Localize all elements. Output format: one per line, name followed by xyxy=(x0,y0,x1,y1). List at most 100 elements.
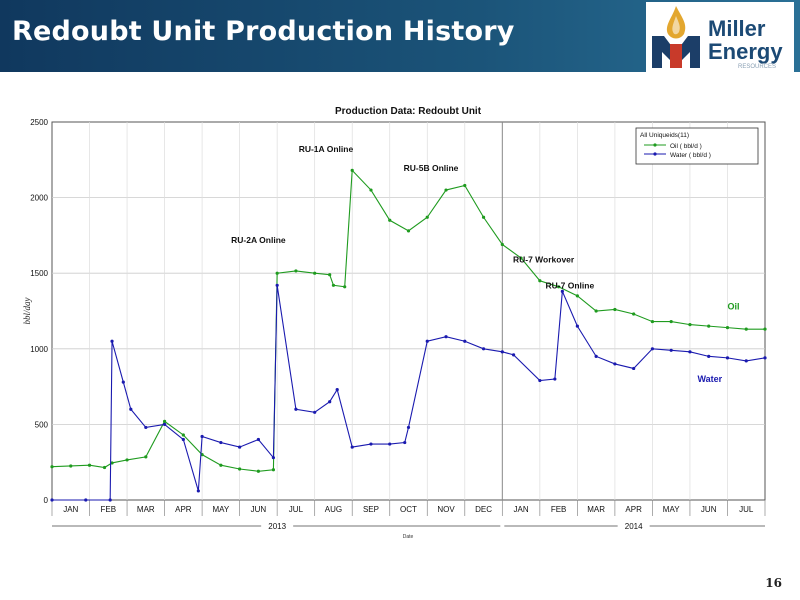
data-point-oil xyxy=(725,326,730,330)
data-point-oil xyxy=(238,467,242,471)
data-point-water xyxy=(425,339,429,343)
data-point-water xyxy=(388,442,392,446)
legend-entry: Water ( bbl/d ) xyxy=(670,152,711,159)
data-point-water xyxy=(219,440,223,445)
data-point-water xyxy=(553,377,557,381)
data-point-water xyxy=(129,407,133,411)
data-point-water xyxy=(181,437,185,442)
data-point-oil xyxy=(256,469,260,473)
data-point-water xyxy=(144,425,148,430)
data-point-water xyxy=(275,283,279,287)
data-point-water xyxy=(725,356,730,360)
legend-swatch-marker xyxy=(653,143,657,147)
title-bar: Redoubt Unit Production History Miller E… xyxy=(0,0,800,72)
data-point-water xyxy=(444,335,448,339)
data-point-oil xyxy=(87,463,92,467)
data-point-water xyxy=(84,498,88,502)
data-point-water xyxy=(271,456,276,460)
y-tick-label: 2000 xyxy=(30,194,48,203)
data-point-oil xyxy=(519,256,523,260)
data-point-water xyxy=(744,359,748,363)
data-point-oil xyxy=(350,168,354,172)
annotation: RU-7 Online xyxy=(546,280,595,290)
data-point-oil xyxy=(388,218,392,222)
logo-word-energy: Energy xyxy=(708,39,783,64)
y-tick-label: 1000 xyxy=(30,345,48,354)
data-point-oil xyxy=(763,327,767,331)
data-point-water xyxy=(162,422,167,426)
data-point-oil xyxy=(125,458,129,462)
data-point-oil xyxy=(707,324,711,328)
data-point-water xyxy=(256,437,260,442)
y-tick-label: 1500 xyxy=(30,269,48,278)
data-point-water xyxy=(294,407,298,411)
data-point-oil xyxy=(744,327,748,331)
plot-frame xyxy=(51,121,766,501)
data-point-oil xyxy=(343,285,347,289)
x-axis-label: Date xyxy=(403,534,414,540)
data-point-water xyxy=(613,362,617,366)
data-point-water xyxy=(108,498,112,502)
data-point-water xyxy=(406,425,411,430)
x-tick-label: OCT xyxy=(400,505,417,514)
data-point-water xyxy=(575,324,579,328)
data-point-oil xyxy=(688,323,692,327)
data-point-water xyxy=(707,354,711,358)
data-point-water xyxy=(328,400,332,404)
data-point-oil xyxy=(613,307,617,312)
data-point-water xyxy=(688,350,692,354)
data-point-water xyxy=(669,348,673,352)
data-point-oil xyxy=(463,183,467,188)
logo-mark-icon xyxy=(652,6,700,68)
logo-tagline: RESOURCES xyxy=(738,64,777,70)
x-tick-label: NOV xyxy=(437,505,455,514)
x-tick-label: APR xyxy=(175,505,192,514)
data-point-water xyxy=(50,498,54,502)
data-point-oil xyxy=(444,188,448,192)
data-point-oil xyxy=(275,271,279,275)
data-point-oil xyxy=(650,319,655,324)
company-logo: Miller Energy RESOURCES xyxy=(646,2,794,72)
year-label-bg xyxy=(261,521,294,531)
x-tick-label: JAN xyxy=(63,505,78,514)
data-point-oil xyxy=(406,229,411,233)
data-point-water xyxy=(335,388,339,392)
data-point-oil xyxy=(425,215,429,219)
data-point-oil xyxy=(632,312,636,316)
annotation: RU-5B Online xyxy=(404,163,459,173)
data-point-water xyxy=(200,434,204,439)
x-tick-label: JUL xyxy=(289,505,304,514)
data-point-water xyxy=(650,347,655,351)
y-tick-label: 500 xyxy=(35,420,49,429)
data-point-water xyxy=(110,339,114,343)
data-point-oil xyxy=(538,279,542,283)
data-point-oil xyxy=(144,455,148,459)
year-label: 2013 xyxy=(268,522,286,531)
data-point-water xyxy=(350,445,354,449)
data-point-oil xyxy=(328,273,332,277)
series-label-water: Water xyxy=(697,374,722,384)
legend-swatch-marker xyxy=(653,152,657,156)
data-point-water xyxy=(121,380,125,384)
data-point-water xyxy=(463,339,467,343)
y-axis-label: bbl/day xyxy=(22,297,32,324)
x-tick-label: SEP xyxy=(363,505,379,514)
x-tick-label: JUL xyxy=(739,505,754,514)
data-point-oil xyxy=(294,269,298,273)
data-point-water xyxy=(369,442,373,446)
x-tick-label: JUN xyxy=(701,505,717,514)
series-label-oil: Oil xyxy=(727,301,739,311)
data-point-oil xyxy=(271,468,276,472)
data-point-water xyxy=(481,347,486,351)
data-point-oil xyxy=(331,283,336,287)
chart-title: Production Data: Redoubt Unit xyxy=(335,106,482,117)
logo-word-miller: Miller xyxy=(708,16,766,41)
data-point-oil xyxy=(181,433,185,437)
x-tick-label: DEC xyxy=(475,505,492,514)
data-point-water xyxy=(511,353,516,357)
data-point-water xyxy=(560,289,564,293)
data-point-water xyxy=(500,350,504,354)
x-tick-label: JAN xyxy=(514,505,529,514)
annotation: RU-1A Online xyxy=(299,144,354,154)
data-point-oil xyxy=(313,271,317,275)
